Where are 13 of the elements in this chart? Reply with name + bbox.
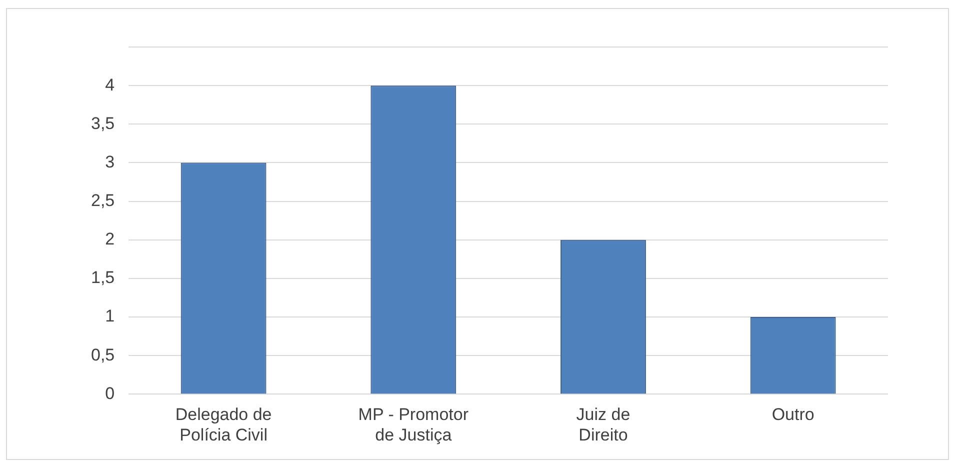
y-tick-label: 0,5 — [90, 345, 115, 364]
x-tick-label: Juiz de Direito — [576, 405, 630, 444]
y-tick-label: 3 — [105, 152, 115, 172]
y-tick-label: 2,5 — [90, 191, 115, 210]
y-tick-label: 1 — [105, 306, 115, 326]
x-tick-label: MP - Promotor de Justiça — [358, 405, 469, 444]
y-tick-label: 0 — [105, 384, 115, 403]
y-tick-label: 1,5 — [90, 268, 115, 288]
y-tick-label: 3,5 — [90, 114, 115, 133]
y-tick-label: 2 — [105, 230, 115, 249]
x-tick-label: Outro — [772, 405, 814, 424]
x-tick-label: Delegado de Polícia Civil — [175, 405, 272, 444]
y-tick-label: 4 — [105, 75, 115, 94]
